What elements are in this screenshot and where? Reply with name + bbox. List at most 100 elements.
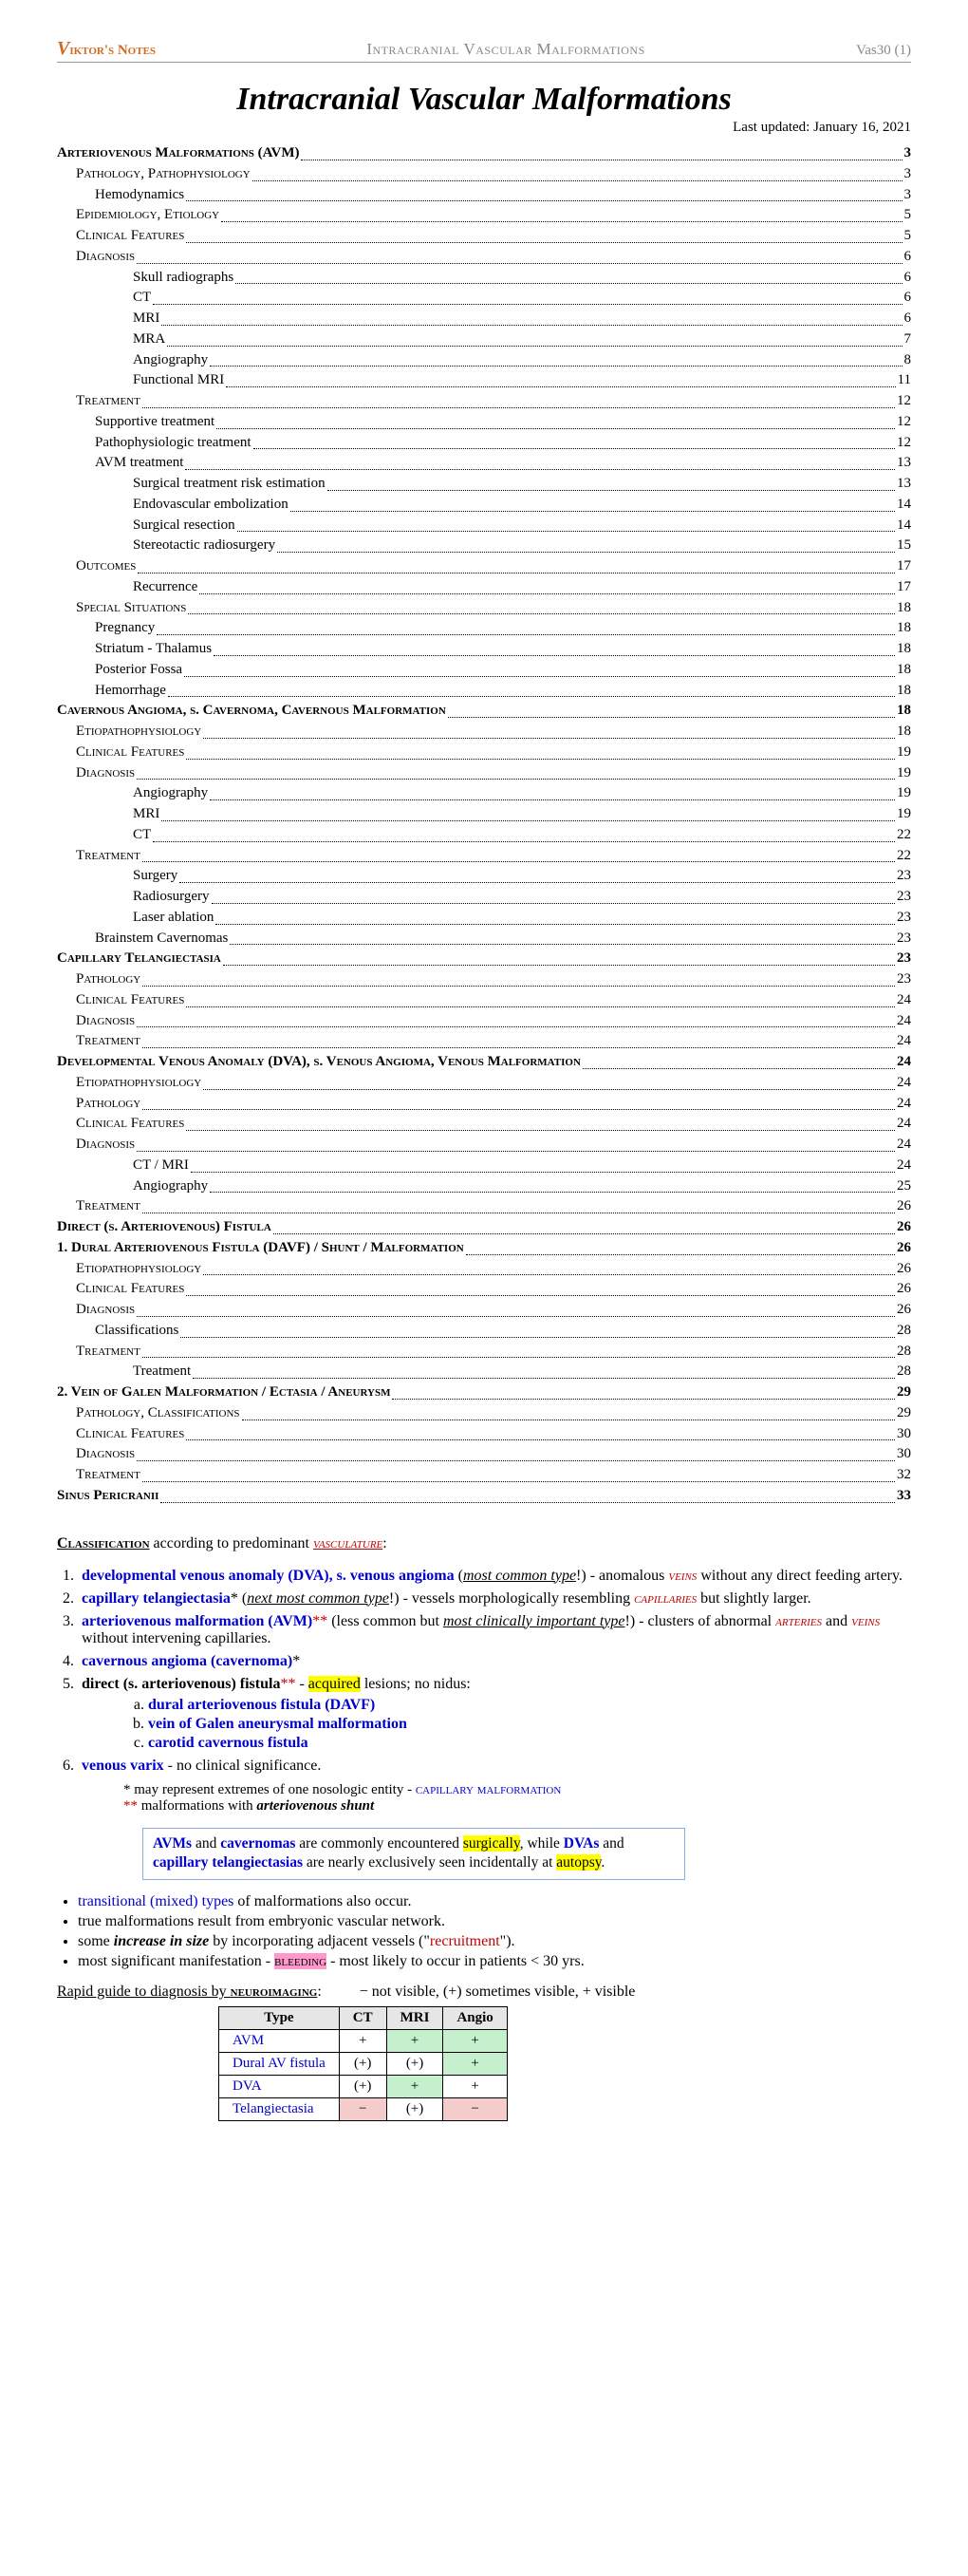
- toc-entry[interactable]: Outcomes 17: [57, 556, 911, 577]
- toc-entry[interactable]: Treatment 32: [57, 1465, 911, 1486]
- list-item: vein of Galen aneurysmal malformation: [148, 1716, 911, 1733]
- toc-entry[interactable]: Pathology, Pathophysiology 3: [57, 164, 911, 185]
- classification-heading: Classification according to predominant …: [57, 1535, 911, 1552]
- toc-entry[interactable]: Pathology 23: [57, 969, 911, 990]
- neuroimaging-table: TypeCTMRIAngioAVM+++Dural AV fistula(+)(…: [218, 2006, 508, 2121]
- toc-entry[interactable]: Clinical Features 5: [57, 226, 911, 247]
- toc-entry[interactable]: CT 6: [57, 288, 911, 309]
- toc-entry[interactable]: MRI 6: [57, 309, 911, 329]
- toc-entry[interactable]: Direct (s. Arteriovenous) Fistula 26: [57, 1217, 911, 1238]
- toc-entry[interactable]: Diagnosis 24: [57, 1011, 911, 1032]
- toc-entry[interactable]: Surgery 23: [57, 866, 911, 887]
- rapid-guide: Rapid guide to diagnosis by neuroimaging…: [57, 1984, 911, 2001]
- toc-entry[interactable]: Functional MRI 11: [57, 370, 911, 391]
- toc-entry[interactable]: Surgical treatment risk estimation 13: [57, 474, 911, 495]
- classif-label: Classification: [57, 1535, 150, 1551]
- logo: iktor's Notes: [57, 38, 156, 60]
- toc-entry[interactable]: Treatment 22: [57, 846, 911, 867]
- toc-entry[interactable]: Diagnosis 30: [57, 1444, 911, 1465]
- toc-entry[interactable]: Etiopathophysiology 26: [57, 1259, 911, 1280]
- header-page: Vas30 (1): [856, 43, 911, 59]
- toc-entry[interactable]: CT / MRI 24: [57, 1156, 911, 1176]
- toc-entry[interactable]: Treatment 28: [57, 1342, 911, 1363]
- vasculature-term: vasculature: [313, 1535, 382, 1551]
- toc-entry[interactable]: Stereotactic radiosurgery 15: [57, 536, 911, 556]
- toc-entry[interactable]: Laser ablation 23: [57, 908, 911, 929]
- toc-entry[interactable]: Classifications 28: [57, 1321, 911, 1342]
- toc-entry[interactable]: AVM treatment 13: [57, 453, 911, 474]
- toc-entry[interactable]: Radiosurgery 23: [57, 887, 911, 908]
- list-item: true malformations result from embryonic…: [78, 1913, 911, 1930]
- toc-entry[interactable]: Developmental Venous Anomaly (DVA), s. V…: [57, 1052, 911, 1073]
- toc-entry[interactable]: Posterior Fossa 18: [57, 660, 911, 681]
- body-content: Classification according to predominant …: [57, 1535, 911, 2122]
- toc-entry[interactable]: Brainstem Cavernomas 23: [57, 929, 911, 950]
- table-header: Angio: [443, 2007, 507, 2030]
- toc-entry[interactable]: Clinical Features 26: [57, 1279, 911, 1300]
- toc-entry[interactable]: Diagnosis 24: [57, 1135, 911, 1156]
- list-item: venous varix - no clinical significance.: [78, 1758, 911, 1775]
- toc-entry[interactable]: Pregnancy 18: [57, 618, 911, 639]
- toc-entry[interactable]: Epidemiology, Etiology 5: [57, 205, 911, 226]
- toc-entry[interactable]: Pathophysiologic treatment 12: [57, 433, 911, 454]
- list-item: most significant manifestation - bleedin…: [78, 1953, 911, 1970]
- table-header: CT: [339, 2007, 386, 2030]
- toc-entry[interactable]: Skull radiographs 6: [57, 268, 911, 289]
- sublist: dural arteriovenous fistula (DAVF) vein …: [82, 1697, 911, 1752]
- toc-entry[interactable]: MRA 7: [57, 329, 911, 350]
- toc-entry[interactable]: Supportive treatment 12: [57, 412, 911, 433]
- toc-entry[interactable]: Cavernous Angioma, s. Cavernoma, Caverno…: [57, 701, 911, 722]
- toc-entry[interactable]: Diagnosis 19: [57, 763, 911, 784]
- bullet-list: transitional (mixed) types of malformati…: [57, 1893, 911, 1970]
- page-header: iktor's Notes Intracranial Vascular Malf…: [57, 38, 911, 63]
- legend: − not visible, (+) sometimes visible, + …: [360, 1984, 636, 2000]
- toc-entry[interactable]: Pathology, Classifications 29: [57, 1403, 911, 1424]
- toc-entry[interactable]: Recurrence 17: [57, 577, 911, 598]
- toc-entry[interactable]: Clinical Features 30: [57, 1424, 911, 1445]
- toc-entry[interactable]: 1. Dural Arteriovenous Fistula (DAVF) / …: [57, 1238, 911, 1259]
- list-item: transitional (mixed) types of malformati…: [78, 1893, 911, 1910]
- table-header: Type: [219, 2007, 340, 2030]
- toc-entry[interactable]: Treatment 28: [57, 1362, 911, 1382]
- toc-entry[interactable]: Diagnosis 26: [57, 1300, 911, 1321]
- table-header: MRI: [386, 2007, 443, 2030]
- table-row: AVM+++: [219, 2030, 508, 2053]
- table-row: Dural AV fistula(+)(+)+: [219, 2053, 508, 2076]
- toc-entry[interactable]: Pathology 24: [57, 1094, 911, 1115]
- toc-entry[interactable]: Treatment 24: [57, 1031, 911, 1052]
- list-item: dural arteriovenous fistula (DAVF): [148, 1697, 911, 1714]
- highlight-box: AVMs and cavernomas are commonly encount…: [142, 1828, 685, 1881]
- toc-entry[interactable]: Surgical resection 14: [57, 516, 911, 536]
- toc-entry[interactable]: Striatum - Thalamus 18: [57, 639, 911, 660]
- toc-entry[interactable]: Hemorrhage 18: [57, 681, 911, 702]
- toc-entry[interactable]: Sinus Pericranii 33: [57, 1486, 911, 1507]
- toc-entry[interactable]: Arteriovenous Malformations (AVM) 3: [57, 143, 911, 164]
- toc-entry[interactable]: Capillary Telangiectasia 23: [57, 949, 911, 969]
- classification-list: developmental venous anomaly (DVA), s. v…: [57, 1568, 911, 1775]
- list-item: direct (s. arteriovenous) fistula** - ac…: [78, 1676, 911, 1752]
- list-item: developmental venous anomaly (DVA), s. v…: [78, 1568, 911, 1585]
- list-item: carotid cavernous fistula: [148, 1735, 911, 1752]
- list-item: capillary telangiectasia* (next most com…: [78, 1590, 911, 1608]
- toc-entry[interactable]: Clinical Features 19: [57, 743, 911, 763]
- toc-entry[interactable]: Treatment 12: [57, 391, 911, 412]
- toc-entry[interactable]: Clinical Features 24: [57, 990, 911, 1011]
- toc-entry[interactable]: Angiography 19: [57, 783, 911, 804]
- list-item: some increase in size by incorporating a…: [78, 1933, 911, 1950]
- toc-entry[interactable]: Angiography 25: [57, 1176, 911, 1197]
- toc-entry[interactable]: Angiography 8: [57, 350, 911, 371]
- toc-entry[interactable]: Etiopathophysiology 24: [57, 1073, 911, 1094]
- toc-entry[interactable]: Treatment 26: [57, 1196, 911, 1217]
- toc-entry[interactable]: MRI 19: [57, 804, 911, 825]
- toc-entry[interactable]: Special Situations 18: [57, 598, 911, 619]
- table-row: DVA(+)++: [219, 2076, 508, 2098]
- toc-entry[interactable]: CT 22: [57, 825, 911, 846]
- toc-entry[interactable]: 2. Vein of Galen Malformation / Ectasia …: [57, 1382, 911, 1403]
- toc-entry[interactable]: Diagnosis 6: [57, 247, 911, 268]
- toc-entry[interactable]: Endovascular embolization 14: [57, 495, 911, 516]
- toc-entry[interactable]: Etiopathophysiology 18: [57, 722, 911, 743]
- table-of-contents: Arteriovenous Malformations (AVM) 3Patho…: [57, 143, 911, 1507]
- header-title: Intracranial Vascular Malformations: [366, 40, 644, 59]
- toc-entry[interactable]: Hemodynamics 3: [57, 185, 911, 206]
- toc-entry[interactable]: Clinical Features 24: [57, 1114, 911, 1135]
